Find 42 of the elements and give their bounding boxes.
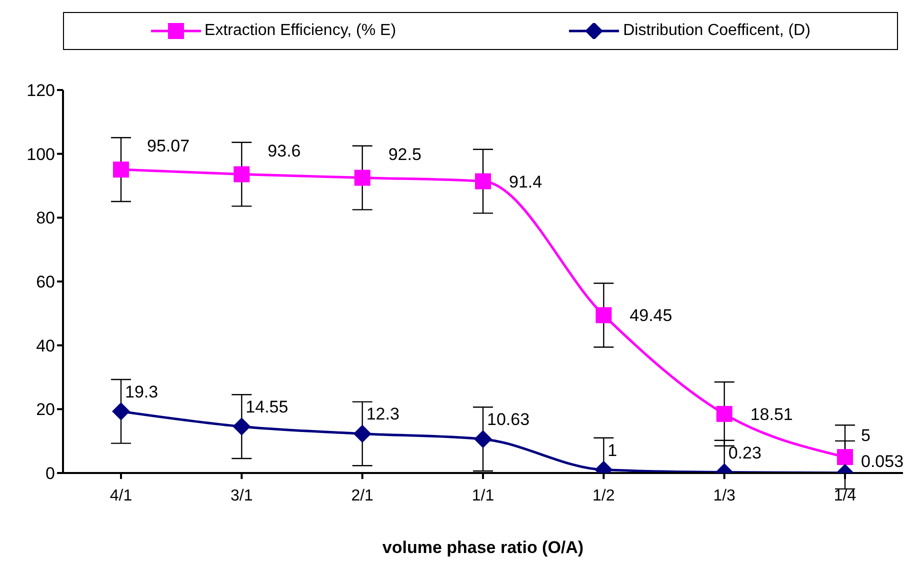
point xyxy=(474,430,492,448)
data-label: 0.053 xyxy=(861,452,904,471)
data-label: 5 xyxy=(861,426,870,446)
y-tick-label: 40 xyxy=(36,336,55,356)
data-label: 14.55 xyxy=(246,398,288,417)
y-tick-label: 120 xyxy=(26,81,55,100)
point xyxy=(837,449,853,466)
y-tick-label: 80 xyxy=(36,208,55,228)
data-label: 19.3 xyxy=(125,382,158,402)
point xyxy=(232,418,251,436)
point xyxy=(475,173,491,190)
y-tick-label: 100 xyxy=(26,144,55,164)
x-tick-label: 1/4 xyxy=(834,487,856,504)
point xyxy=(716,406,732,422)
x-tick-label: 4/1 xyxy=(110,487,132,504)
data-label: 49.45 xyxy=(630,306,672,326)
data-label: 91.4 xyxy=(509,172,542,192)
point xyxy=(354,170,370,186)
legend-label: Extraction Efficiency, (% E) xyxy=(204,22,396,40)
data-label: 0.23 xyxy=(728,443,762,462)
data-label: 1 xyxy=(608,440,618,460)
point xyxy=(353,424,372,443)
legend-label: Distribution Coefficent, (D) xyxy=(623,22,810,40)
data-label: 93.6 xyxy=(268,141,301,160)
y-tick-label: 60 xyxy=(36,272,55,292)
x-tick-label: 1/3 xyxy=(713,487,736,504)
x-axis-title: volume phase ratio (O/A) xyxy=(382,538,584,557)
point xyxy=(112,402,130,420)
point xyxy=(234,166,250,182)
point xyxy=(596,307,612,324)
y-tick-label: 20 xyxy=(36,400,55,420)
x-tick-label: 1/1 xyxy=(472,487,494,504)
data-label: 10.63 xyxy=(487,410,530,430)
data-label: 92.5 xyxy=(388,144,422,164)
data-label: 95.07 xyxy=(147,136,190,156)
y-tick-label: 0 xyxy=(46,464,55,484)
point xyxy=(113,162,129,178)
data-label: 12.3 xyxy=(366,404,400,424)
data-label: 18.51 xyxy=(750,404,793,424)
x-tick-label: 1/2 xyxy=(592,487,615,504)
x-tick-label: 2/1 xyxy=(351,487,374,504)
x-tick-label: 3/1 xyxy=(230,487,253,504)
